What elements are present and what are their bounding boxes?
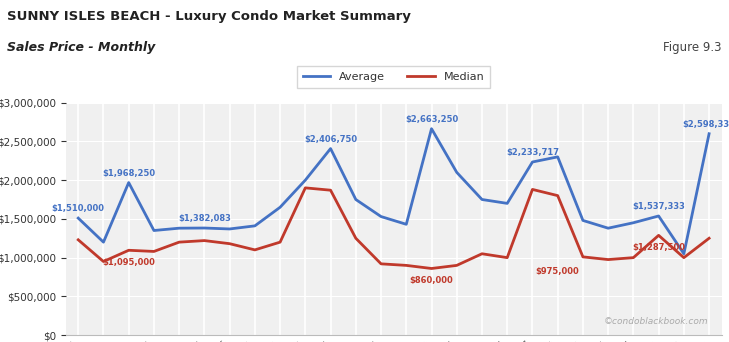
Average xyxy=(149,228,158,233)
Median xyxy=(326,188,335,192)
Average xyxy=(326,146,335,150)
Line: Average: Average xyxy=(78,129,709,254)
Median xyxy=(251,248,260,252)
Median xyxy=(705,236,714,240)
Median xyxy=(125,248,133,252)
Median xyxy=(149,249,158,253)
Text: $1,382,083: $1,382,083 xyxy=(178,214,231,223)
Average xyxy=(200,226,208,230)
Median xyxy=(427,266,436,271)
Average xyxy=(175,226,184,230)
Average xyxy=(528,160,537,164)
Text: $2,598,333: $2,598,333 xyxy=(682,120,729,129)
Text: $2,406,750: $2,406,750 xyxy=(304,135,357,144)
Median xyxy=(377,262,386,266)
Text: $1,095,000: $1,095,000 xyxy=(102,258,155,267)
Average xyxy=(477,197,486,201)
Line: Median: Median xyxy=(78,188,709,268)
Median xyxy=(553,194,562,198)
Median xyxy=(503,255,512,260)
Median xyxy=(351,236,360,240)
Text: $1,510,000: $1,510,000 xyxy=(52,205,105,213)
Average xyxy=(705,132,714,136)
Average xyxy=(503,201,512,206)
Average xyxy=(251,224,260,228)
Text: $2,233,717: $2,233,717 xyxy=(506,148,559,157)
Median xyxy=(654,233,663,237)
Median xyxy=(477,252,486,256)
Median xyxy=(74,238,82,242)
Text: $860,000: $860,000 xyxy=(410,276,453,285)
Average xyxy=(74,216,82,220)
Average xyxy=(276,205,284,209)
Median xyxy=(604,258,612,262)
Median xyxy=(200,238,208,242)
Average xyxy=(377,214,386,219)
Average xyxy=(125,181,133,185)
Average xyxy=(604,226,612,230)
Text: $2,663,250: $2,663,250 xyxy=(405,115,458,124)
Average xyxy=(453,170,461,174)
Average xyxy=(402,222,410,226)
Average xyxy=(427,127,436,131)
Average xyxy=(301,178,310,182)
Median xyxy=(579,255,588,259)
Text: SUNNY ISLES BEACH - Luxury Condo Market Summary: SUNNY ISLES BEACH - Luxury Condo Market … xyxy=(7,10,411,23)
Text: $975,000: $975,000 xyxy=(536,267,580,276)
Average xyxy=(351,197,360,201)
Text: $1,287,500: $1,287,500 xyxy=(632,243,685,252)
Text: $1,968,250: $1,968,250 xyxy=(102,169,155,178)
Text: Sales Price - Monthly: Sales Price - Monthly xyxy=(7,41,155,54)
Average xyxy=(679,252,688,256)
Legend: Average, Median: Average, Median xyxy=(297,66,491,88)
Average xyxy=(553,155,562,159)
Median xyxy=(225,242,234,246)
Median xyxy=(175,240,184,244)
Median xyxy=(402,263,410,267)
Average xyxy=(99,240,108,244)
Median xyxy=(528,187,537,192)
Text: $1,537,333: $1,537,333 xyxy=(632,202,685,211)
Average xyxy=(579,219,588,223)
Median xyxy=(629,255,638,260)
Median xyxy=(679,255,688,260)
Median xyxy=(276,240,284,244)
Text: Figure 9.3: Figure 9.3 xyxy=(663,41,722,54)
Median xyxy=(453,263,461,267)
Average xyxy=(225,227,234,231)
Text: ©condoblackbook.com: ©condoblackbook.com xyxy=(604,317,709,326)
Average xyxy=(629,221,638,225)
Median xyxy=(301,186,310,190)
Average xyxy=(654,214,663,218)
Median xyxy=(99,260,108,264)
